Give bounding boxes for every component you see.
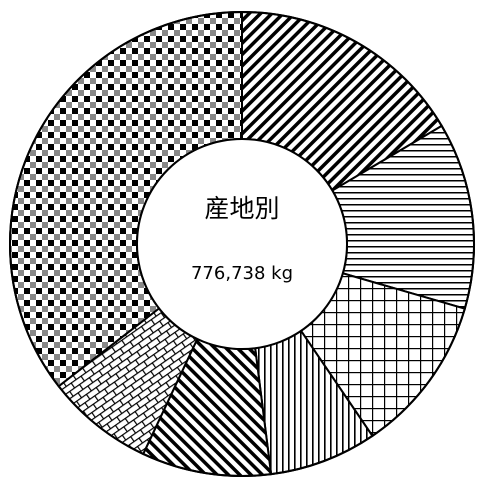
donut-slices <box>9 10 475 477</box>
outer-ring-outline <box>9 11 475 477</box>
inner-hole <box>136 138 348 350</box>
center-total: 776,738 kg <box>191 263 293 284</box>
center-title: 産地別 <box>204 194 279 223</box>
